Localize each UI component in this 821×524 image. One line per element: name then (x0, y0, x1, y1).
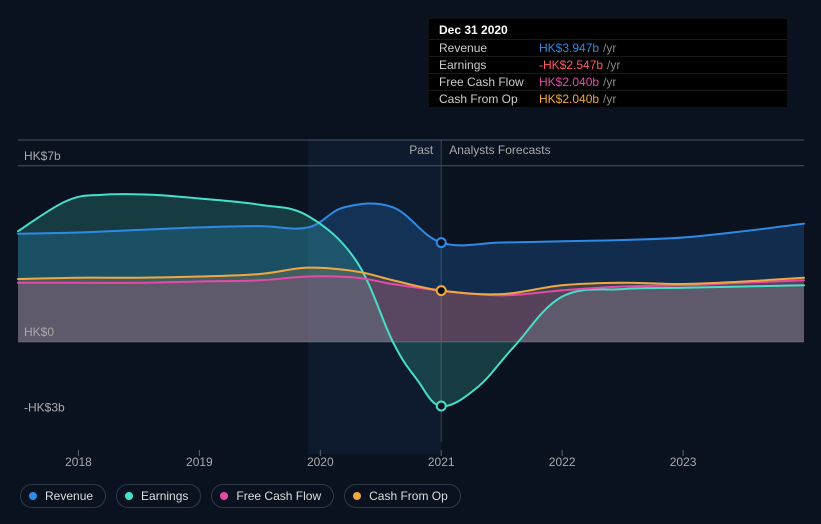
cursor-marker-cash_from_op (437, 286, 446, 295)
legend-label: Earnings (141, 489, 188, 503)
tooltip-value: HK$3.947b (539, 41, 599, 55)
tooltip-unit: /yr (607, 58, 620, 72)
tooltip-value: HK$2.040b (539, 75, 599, 89)
tooltip-row: Cash From Op HK$2.040b /yr (429, 90, 787, 107)
tooltip-unit: /yr (603, 75, 616, 89)
tooltip-label: Revenue (439, 41, 539, 55)
legend-dot-icon (220, 492, 228, 500)
chart-tooltip: Dec 31 2020 Revenue HK$3.947b /yr Earnin… (428, 18, 788, 108)
y-tick-label: -HK$3b (24, 400, 65, 414)
tooltip-value: -HK$2.547b (539, 58, 603, 72)
x-tick-label: 2023 (670, 455, 697, 469)
legend-item-cash_from_op[interactable]: Cash From Op (344, 484, 461, 508)
chart-legend: Revenue Earnings Free Cash Flow Cash From O… (20, 484, 461, 508)
financials-chart: Past Analysts Forecasts -HK$3b HK$0 HK$7b 201… (0, 0, 821, 524)
legend-label: Cash From Op (369, 489, 448, 503)
legend-item-free_cash_flow[interactable]: Free Cash Flow (211, 484, 334, 508)
legend-dot-icon (353, 492, 361, 500)
legend-dot-icon (29, 492, 37, 500)
legend-label: Free Cash Flow (236, 489, 321, 503)
label-past: Past (409, 143, 434, 157)
tooltip-label: Earnings (439, 58, 539, 72)
tooltip-row: Free Cash Flow HK$2.040b /yr (429, 73, 787, 90)
tooltip-unit: /yr (603, 41, 616, 55)
x-tick-label: 2020 (307, 455, 334, 469)
x-tick-label: 2018 (65, 455, 92, 469)
legend-item-revenue[interactable]: Revenue (20, 484, 106, 508)
tooltip-label: Free Cash Flow (439, 75, 539, 89)
tooltip-date: Dec 31 2020 (429, 19, 787, 39)
label-forecast: Analysts Forecasts (449, 143, 550, 157)
x-tick-label: 2019 (186, 455, 213, 469)
y-tick-label: HK$0 (24, 325, 54, 339)
y-tick-label: HK$7b (24, 149, 61, 163)
x-tick-label: 2022 (549, 455, 576, 469)
legend-label: Revenue (45, 489, 93, 503)
tooltip-label: Cash From Op (439, 92, 539, 106)
cursor-marker-earnings (437, 402, 446, 411)
tooltip-value: HK$2.040b (539, 92, 599, 106)
tooltip-row: Revenue HK$3.947b /yr (429, 39, 787, 56)
tooltip-row: Earnings -HK$2.547b /yr (429, 56, 787, 73)
legend-item-earnings[interactable]: Earnings (116, 484, 201, 508)
cursor-marker-revenue (437, 238, 446, 247)
x-tick-label: 2021 (428, 455, 455, 469)
tooltip-unit: /yr (603, 92, 616, 106)
legend-dot-icon (125, 492, 133, 500)
